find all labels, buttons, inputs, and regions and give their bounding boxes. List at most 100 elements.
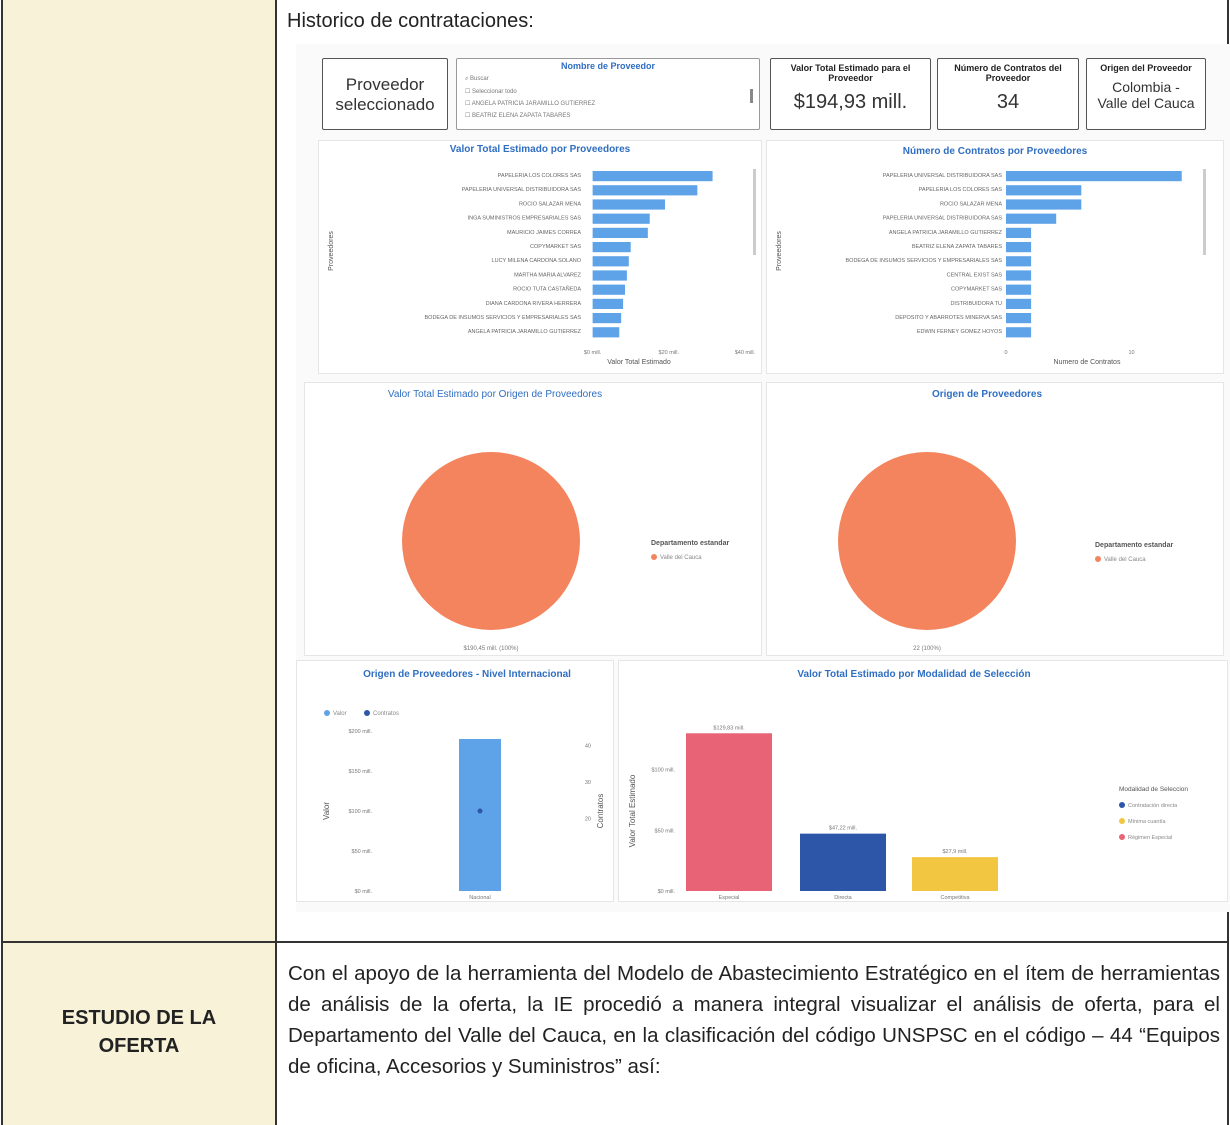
bar bbox=[1006, 242, 1032, 253]
providers-origin-panel: Origen de Proveedores 22 (100%) Departame… bbox=[766, 382, 1224, 656]
x-tick-label: Competitiva bbox=[940, 895, 970, 901]
filter-list: ⌕ Buscar ☐ Seleccionar todo ☐ ANGELA PAT… bbox=[465, 76, 595, 124]
legend-title: Departamento estandar bbox=[1095, 542, 1173, 549]
providers-origin-pie: 22 (100%) Departamento estandar Valle del … bbox=[838, 452, 1173, 652]
tick-label: COPYMARKET SAS bbox=[951, 287, 1002, 293]
legend-marker bbox=[651, 554, 657, 560]
chart-title: Origen de Proveedores - Nivel Internacio… bbox=[363, 669, 571, 680]
y-tick-label: $150 mill. bbox=[348, 769, 372, 775]
modality-panel: Valor Total Estimado por Modalidad de Se… bbox=[618, 660, 1228, 902]
data-label: $27,9 mill. bbox=[942, 849, 968, 855]
value-by-provider-chart: PAPELERIA LOS COLORES SAS PAPELERIA UNIVE… bbox=[328, 169, 756, 366]
y2-tick-label: 40 bbox=[585, 744, 591, 750]
filter-search[interactable]: ⌕ Buscar bbox=[465, 76, 489, 82]
bar bbox=[1006, 227, 1032, 238]
data-label: $190,45 mill. (100%) bbox=[463, 646, 518, 652]
pie-slice bbox=[402, 452, 580, 630]
provider-filter-slicer[interactable]: Nombre de Proveedor ⌕ Buscar ☐ Seleccion… bbox=[456, 58, 760, 130]
tick-label: BODEGA DE INSUMOS SERVICIOS Y EMPRESARIA… bbox=[846, 258, 1003, 264]
legend-label: Valle del Cauca bbox=[1104, 557, 1146, 563]
table-border-divider bbox=[275, 0, 277, 1125]
legend-label: Contratación directa bbox=[1128, 803, 1178, 809]
x-tick-label: 10 bbox=[1128, 350, 1134, 356]
bar bbox=[592, 270, 627, 281]
selected-provider-line1: Proveedor bbox=[345, 75, 425, 94]
legend-label: Valle del Cauca bbox=[660, 555, 702, 561]
y2-tick-label: 30 bbox=[585, 780, 591, 786]
study-label-line2: OFERTA bbox=[98, 1035, 180, 1057]
bar bbox=[1006, 199, 1082, 210]
point bbox=[477, 808, 483, 814]
legend-marker bbox=[1095, 556, 1101, 562]
search-icon: ⌕ bbox=[465, 76, 471, 82]
tick-label: INGA SUMINISTROS EMPRESARIALES SAS bbox=[468, 216, 582, 222]
kpi-total-value-card: Valor Total Estimado para el Proveedor $… bbox=[770, 58, 931, 130]
bar bbox=[592, 242, 631, 253]
kpi-origin-line2: Valle del Cauca bbox=[1097, 95, 1195, 111]
kpi-origin-card: Origen del Proveedor Colombia - Valle de… bbox=[1086, 58, 1206, 130]
pie-slice bbox=[838, 452, 1016, 630]
kpi-contracts-value: 34 bbox=[996, 91, 1020, 113]
chart-title: Número de Contratos por Proveedores bbox=[902, 146, 1088, 157]
y-tick-label: $0 mill. bbox=[355, 889, 373, 895]
x-axis-label: Numero de Contratos bbox=[1054, 359, 1121, 366]
filter-item[interactable]: ☐ Seleccionar todo bbox=[465, 89, 517, 95]
tick-label: DISTRIBUIDORA TU bbox=[950, 301, 1002, 307]
tick-label: MARTHA MARIA ALVAREZ bbox=[514, 272, 582, 278]
x-tick-label: $0 mill. bbox=[584, 350, 602, 356]
tick-label: PAPELERIA UNIVERSAL DISTRIBUIDORA SAS bbox=[462, 187, 582, 193]
bar bbox=[592, 313, 622, 324]
bar bbox=[592, 284, 625, 295]
chart-title: Valor Total Estimado por Modalidad de Se… bbox=[797, 669, 1031, 680]
bar bbox=[1006, 270, 1032, 281]
left-cell-bottom bbox=[2, 943, 276, 1125]
contracts-by-provider-chart: PAPELERIA UNIVERSAL DISTRIBUIDORA SAS PAP… bbox=[776, 169, 1206, 366]
value-by-origin-panel: Valor Total Estimado por Origen de Prove… bbox=[304, 382, 762, 656]
scrollbar bbox=[1203, 169, 1206, 255]
chart-title: Origen de Proveedores bbox=[931, 389, 1043, 400]
tick-label: ANGELA PATRICIA JARAMILLO GUTIERREZ bbox=[468, 329, 582, 335]
bar bbox=[1006, 185, 1082, 196]
filter-scrollbar[interactable] bbox=[750, 89, 753, 103]
tick-label: PAPELERIA UNIVERSAL DISTRIBUIDORA SAS bbox=[883, 173, 1003, 179]
international-origin-chart: Valor Contratos $200 mill. $150 mill. $100 m… bbox=[322, 710, 605, 901]
tick-label: BEATRIZ ELENA ZAPATA TABARES bbox=[912, 244, 1002, 250]
legend-marker bbox=[1119, 802, 1125, 808]
bar bbox=[1006, 327, 1032, 338]
modality-chart: $100 mill. $50 mill. $0 mill. $129,83 mill.… bbox=[628, 725, 1188, 901]
chart-title: Valor Total Estimado por Origen de Prove… bbox=[387, 389, 603, 400]
table-border-row bbox=[1, 941, 1229, 943]
filter-item[interactable]: ☐ ANGELA PATRICIA JARAMILLO GUTIERREZ bbox=[465, 101, 596, 107]
tick-label: ROCIO SALAZAR MENA bbox=[940, 201, 1002, 207]
checkbox-icon[interactable]: ☐ bbox=[465, 89, 473, 95]
bar bbox=[592, 256, 629, 267]
study-paragraph: Con el apoyo de la herramienta del Model… bbox=[288, 962, 1220, 1078]
bar bbox=[800, 833, 886, 891]
x-tick-label: Directa bbox=[834, 895, 852, 901]
checkbox-icon[interactable]: ☐ bbox=[465, 101, 472, 107]
y-axis-label: Proveedores bbox=[776, 231, 783, 271]
legend-marker bbox=[1119, 818, 1125, 824]
x-tick-label: $20 mill. bbox=[659, 350, 680, 356]
bar bbox=[592, 298, 624, 309]
y2-axis-label: Contratos bbox=[596, 794, 605, 829]
tick-label: DEPOSITO Y ABARROTES MINERVA SAS bbox=[895, 315, 1002, 321]
checkbox-icon[interactable]: ☐ bbox=[465, 113, 473, 119]
legend-title: Departamento estandar bbox=[651, 540, 729, 547]
x-tick-label: $40 mill. bbox=[735, 350, 756, 356]
tick-label: ANGELA PATRICIA JARAMILLO GUTIERREZ bbox=[889, 230, 1003, 236]
bar bbox=[1006, 298, 1032, 309]
filter-item[interactable]: ☐ BEATRIZ ELENA ZAPATA TABARES bbox=[465, 113, 571, 119]
selected-provider-card: Proveedor seleccionado bbox=[322, 58, 448, 130]
study-label-line1: ESTUDIO DE LA bbox=[61, 1007, 217, 1029]
value-by-origin-pie: $190,45 mill. (100%) Departamento estanda… bbox=[402, 452, 729, 652]
kpi-origin-label: Origen del Proveedor bbox=[1100, 63, 1192, 73]
bar bbox=[686, 733, 772, 891]
y-tick-label: $100 mill. bbox=[348, 809, 372, 815]
legend-label: Contratos bbox=[373, 711, 399, 717]
data-label: 22 (100%) bbox=[913, 646, 941, 652]
bar bbox=[592, 171, 713, 182]
legend-label: Régimen Especial bbox=[1128, 835, 1172, 841]
tick-label: ROCIO TUTA CASTAÑEDA bbox=[513, 286, 581, 293]
data-label: $47,22 mill. bbox=[829, 826, 858, 832]
